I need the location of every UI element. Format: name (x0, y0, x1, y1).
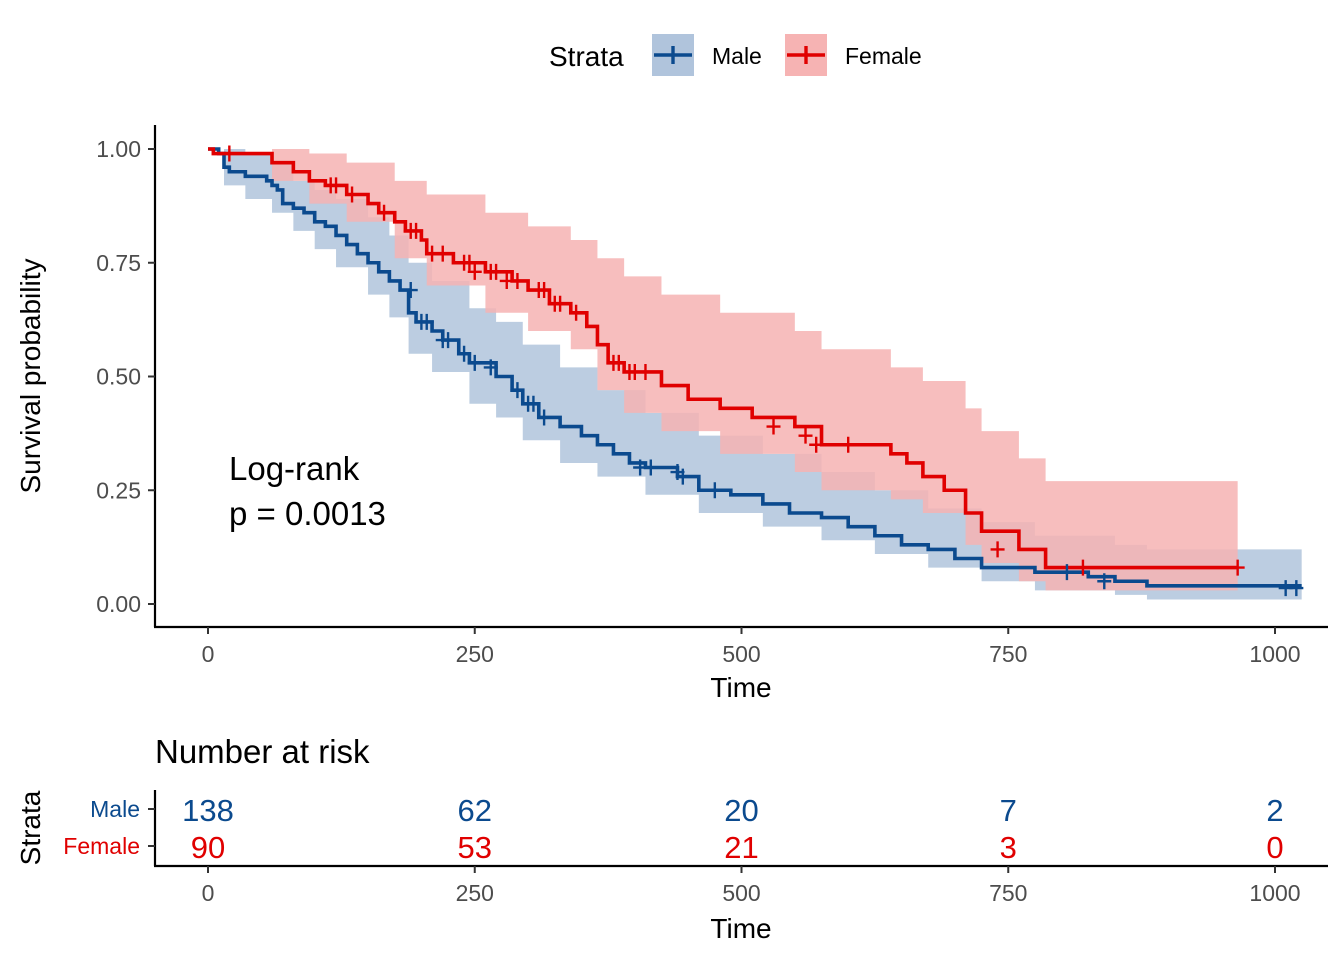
risk-table-title: Number at risk (155, 733, 370, 770)
censor-female-22 (611, 354, 626, 371)
censor-female-11 (467, 263, 482, 280)
censor-male-18 (1097, 573, 1112, 590)
censor-male-5 (457, 345, 472, 362)
y-tick-label: 0.25 (96, 477, 141, 503)
risk-table: Number at risk Male 138 62 20 7 2 Female 90 53 21… (15, 733, 1328, 944)
censor-female-6 (409, 222, 424, 239)
censor-female-8 (435, 245, 450, 262)
legend-item-female: Female (785, 34, 922, 76)
survival-plot: 0.00 0.25 0.50 0.75 1.00 0 250 500 750 1000 Time… (15, 125, 1328, 703)
risk-count: 7 (1000, 793, 1017, 828)
x-tick-label: 1000 (1249, 880, 1300, 906)
censor-male-10 (526, 395, 541, 412)
censor-female-4 (377, 204, 392, 221)
risk-x-axis-title: Time (710, 913, 771, 944)
censor-female-2 (329, 177, 344, 194)
risk-count: 62 (458, 793, 492, 828)
censor-female-17 (537, 282, 552, 299)
y-tick-label: 0.00 (96, 591, 141, 617)
logrank-label: Log-rank (229, 450, 360, 487)
risk-y-axis-title: Strata (15, 790, 46, 865)
censor-female-31 (1075, 559, 1090, 576)
censor-male-6 (467, 354, 482, 371)
x-tick-label: 250 (456, 641, 494, 667)
censor-male-8 (510, 382, 525, 399)
legend-symbol-male (654, 46, 692, 64)
x-ticks: 0 250 500 750 1000 (202, 627, 1301, 667)
censor-female-28 (809, 436, 824, 453)
legend-item-male: Male (652, 34, 762, 76)
x-tick-label: 0 (202, 880, 215, 906)
legend-label-male: Male (712, 43, 762, 69)
risk-count: 21 (724, 830, 758, 865)
risk-row-male: Male 138 62 20 7 2 (90, 793, 1283, 828)
censor-female-15 (510, 272, 525, 289)
x-tick-label: 0 (202, 641, 215, 667)
curve-male (208, 147, 1302, 588)
censor-male-7 (483, 359, 498, 376)
censor-female-30 (990, 541, 1005, 558)
censor-female-27 (798, 427, 813, 444)
risk-count: 0 (1266, 830, 1283, 865)
risk-count: 20 (724, 793, 758, 828)
censor-female-32 (1230, 559, 1245, 576)
risk-count: 53 (458, 830, 492, 865)
censor-male-13 (643, 459, 658, 476)
censor-male-4 (441, 332, 456, 349)
legend-symbol-female (787, 46, 825, 64)
risk-count: 138 (182, 793, 234, 828)
risk-row-label: Male (90, 796, 140, 822)
risk-count: 2 (1266, 793, 1283, 828)
censor-female-26 (766, 418, 781, 435)
x-tick-label: 500 (722, 641, 760, 667)
censor-female-29 (841, 436, 856, 453)
risk-row-female: Female 90 53 21 3 0 (63, 830, 1283, 865)
legend-label-female: Female (845, 43, 922, 69)
censor-female-25 (638, 363, 653, 380)
censor-female-0 (222, 145, 237, 162)
censor-male-2 (419, 313, 434, 330)
y-axis-title: Survival probability (15, 259, 46, 494)
pvalue-label: p = 0.0013 (229, 495, 386, 532)
x-tick-label: 250 (456, 880, 494, 906)
risk-count: 3 (1000, 830, 1017, 865)
censor-male-15 (675, 468, 690, 485)
y-tick-label: 1.00 (96, 136, 141, 162)
censor-female-13 (489, 263, 504, 280)
y-ticks: 0.00 0.25 0.50 0.75 1.00 (96, 136, 155, 617)
censor-male-16 (707, 482, 722, 499)
legend: Strata Male Female (549, 34, 922, 76)
x-axis-title: Time (710, 672, 771, 703)
risk-count: 90 (191, 830, 225, 865)
risk-row-label: Female (63, 833, 140, 859)
y-tick-label: 0.75 (96, 250, 141, 276)
x-tick-label: 750 (989, 641, 1027, 667)
legend-title: Strata (549, 41, 624, 72)
censor-female-3 (345, 186, 360, 203)
censor-marks (222, 145, 1304, 597)
censor-male-17 (1059, 564, 1074, 581)
censor-female-20 (569, 304, 584, 321)
x-tick-label: 500 (722, 880, 760, 906)
confidence-bands (208, 149, 1302, 600)
x-tick-label: 1000 (1249, 641, 1300, 667)
risk-x-ticks: 0 250 500 750 1000 (202, 866, 1301, 906)
censor-female-10 (462, 254, 477, 271)
censor-male-20 (1289, 580, 1304, 597)
y-tick-label: 0.50 (96, 364, 141, 390)
censor-female-19 (553, 295, 568, 312)
censor-male-11 (537, 409, 552, 426)
band-female (208, 149, 1238, 591)
censor-male-0 (403, 282, 418, 299)
x-tick-label: 750 (989, 880, 1027, 906)
